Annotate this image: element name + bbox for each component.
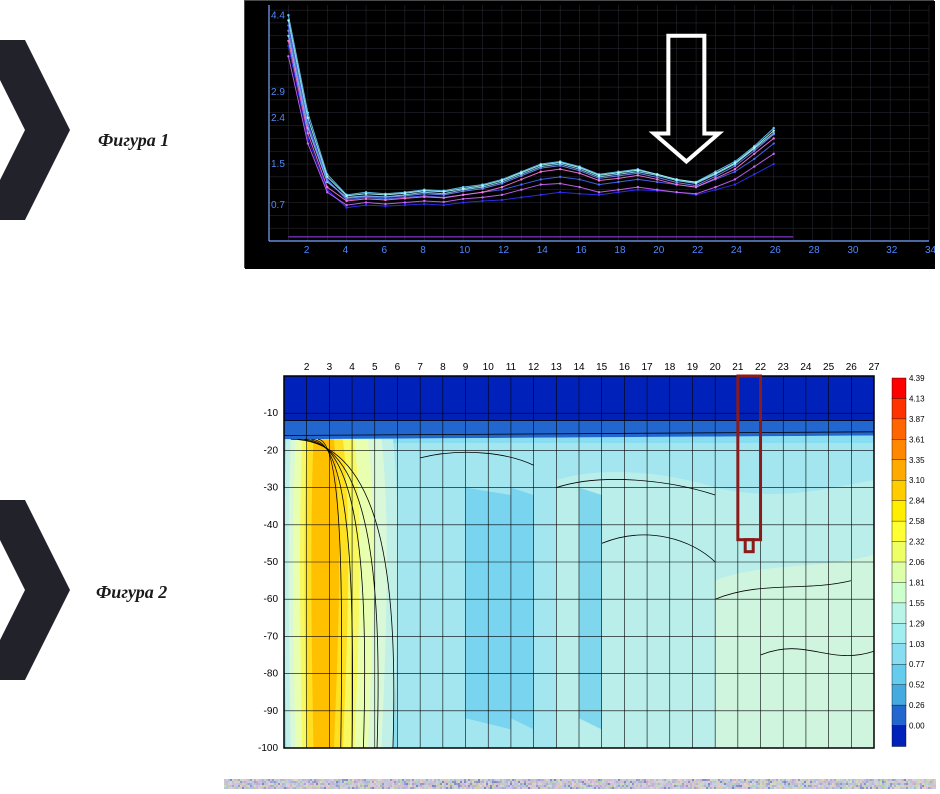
svg-text:0.7: 0.7 [271,200,285,211]
svg-text:0.26: 0.26 [909,701,925,710]
svg-text:22: 22 [692,245,704,256]
svg-text:17: 17 [642,362,654,373]
svg-text:1.55: 1.55 [909,599,925,608]
svg-text:2.9: 2.9 [271,87,285,98]
svg-text:25: 25 [823,362,835,373]
svg-text:2: 2 [304,362,310,373]
section-marker-2 [0,500,70,680]
svg-text:13: 13 [551,362,563,373]
svg-text:21: 21 [732,362,744,373]
svg-text:4.13: 4.13 [909,394,925,403]
svg-text:26: 26 [770,245,782,256]
svg-text:12: 12 [528,362,540,373]
svg-text:0.77: 0.77 [909,660,925,669]
svg-text:26: 26 [846,362,858,373]
svg-text:4: 4 [349,362,355,373]
figure-1-label: Фигура 1 [98,130,169,151]
svg-text:1.5: 1.5 [271,159,285,170]
svg-text:20: 20 [710,362,722,373]
svg-text:9: 9 [463,362,469,373]
svg-text:15: 15 [596,362,608,373]
svg-text:16: 16 [619,362,631,373]
svg-text:23: 23 [778,362,790,373]
svg-text:4: 4 [343,245,349,256]
svg-text:34: 34 [925,245,935,256]
svg-text:10: 10 [459,245,471,256]
section-marker-1 [0,40,70,220]
svg-text:18: 18 [614,245,626,256]
svg-text:3.35: 3.35 [909,456,925,465]
heatmap-chart: 2345678910111213141516171819202122232425… [244,356,934,756]
svg-text:3.87: 3.87 [909,415,925,424]
svg-text:4.4: 4.4 [271,10,285,21]
svg-text:1.81: 1.81 [909,578,925,587]
svg-text:6: 6 [395,362,401,373]
svg-text:-30: -30 [264,483,279,494]
svg-text:16: 16 [576,245,588,256]
svg-text:1.29: 1.29 [909,619,925,628]
svg-text:18: 18 [664,362,676,373]
svg-text:-60: -60 [264,594,279,605]
svg-text:27: 27 [868,362,880,373]
svg-text:-90: -90 [264,706,279,717]
svg-text:14: 14 [573,362,585,373]
svg-text:4.39: 4.39 [909,374,925,383]
svg-text:2.06: 2.06 [909,558,925,567]
svg-text:3.61: 3.61 [909,435,925,444]
svg-text:-20: -20 [264,445,279,456]
svg-text:32: 32 [886,245,898,256]
svg-text:2.32: 2.32 [909,538,925,547]
svg-text:5: 5 [372,362,378,373]
svg-text:-100: -100 [258,743,278,754]
svg-text:1.03: 1.03 [909,640,925,649]
line-chart: 0.71.52.42.94.42468101214161820222426283… [244,0,934,268]
svg-text:30: 30 [847,245,859,256]
noise-strip [224,776,936,786]
svg-text:-80: -80 [264,669,279,680]
svg-text:24: 24 [731,245,743,256]
svg-text:19: 19 [687,362,699,373]
svg-text:-40: -40 [264,520,279,531]
svg-text:10: 10 [483,362,495,373]
svg-text:24: 24 [800,362,812,373]
svg-text:3: 3 [327,362,333,373]
svg-text:2: 2 [304,245,310,256]
svg-text:12: 12 [498,245,510,256]
svg-text:-70: -70 [264,631,279,642]
svg-text:22: 22 [755,362,767,373]
svg-text:20: 20 [653,245,665,256]
svg-text:0.00: 0.00 [909,722,925,731]
svg-text:2.4: 2.4 [271,113,285,124]
svg-text:-50: -50 [264,557,279,568]
svg-text:8: 8 [440,362,446,373]
svg-text:0.52: 0.52 [909,681,925,690]
svg-text:2.58: 2.58 [909,517,925,526]
figure-2-label: Фигура 2 [96,582,167,603]
svg-text:-10: -10 [264,408,279,419]
svg-text:11: 11 [506,362,517,373]
svg-text:3.10: 3.10 [909,476,925,485]
svg-text:14: 14 [537,245,549,256]
svg-text:7: 7 [417,362,423,373]
svg-text:8: 8 [420,245,426,256]
svg-text:6: 6 [381,245,387,256]
svg-text:2.84: 2.84 [909,497,925,506]
svg-text:28: 28 [809,245,821,256]
